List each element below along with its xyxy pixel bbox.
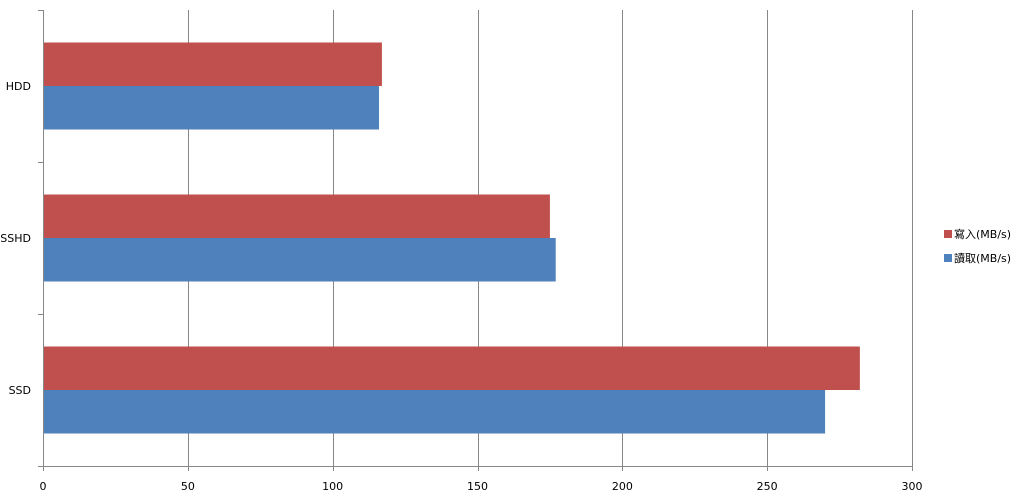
- x-tick-label: 250: [757, 480, 778, 493]
- legend-swatch-series-1: [944, 230, 952, 238]
- x-tick-label: 0: [40, 480, 47, 493]
- x-tick-label: 200: [612, 480, 633, 493]
- legend-swatch-series-2: [944, 254, 952, 262]
- bar-sshd-series-1: [44, 194, 550, 238]
- bar-hdd-series-2: [44, 86, 380, 130]
- y-tick-label: HDD: [6, 80, 31, 93]
- x-tick-label: 50: [181, 480, 195, 493]
- y-tick-label: SSHD: [0, 232, 31, 245]
- legend-label-series-2: 讀取(MB/s): [954, 251, 1011, 265]
- x-tick-label: 150: [467, 480, 488, 493]
- bar-sshd-series-2: [44, 238, 556, 282]
- bar-ssd-series-1: [44, 346, 860, 390]
- x-tick-label: 100: [322, 480, 343, 493]
- bar-hdd-series-1: [44, 42, 382, 86]
- y-tick-label: SSD: [9, 384, 31, 397]
- x-tick-label: 300: [902, 480, 923, 493]
- bar-ssd-series-2: [44, 390, 826, 434]
- legend-label-series-1: 寫入(MB/s): [954, 227, 1011, 241]
